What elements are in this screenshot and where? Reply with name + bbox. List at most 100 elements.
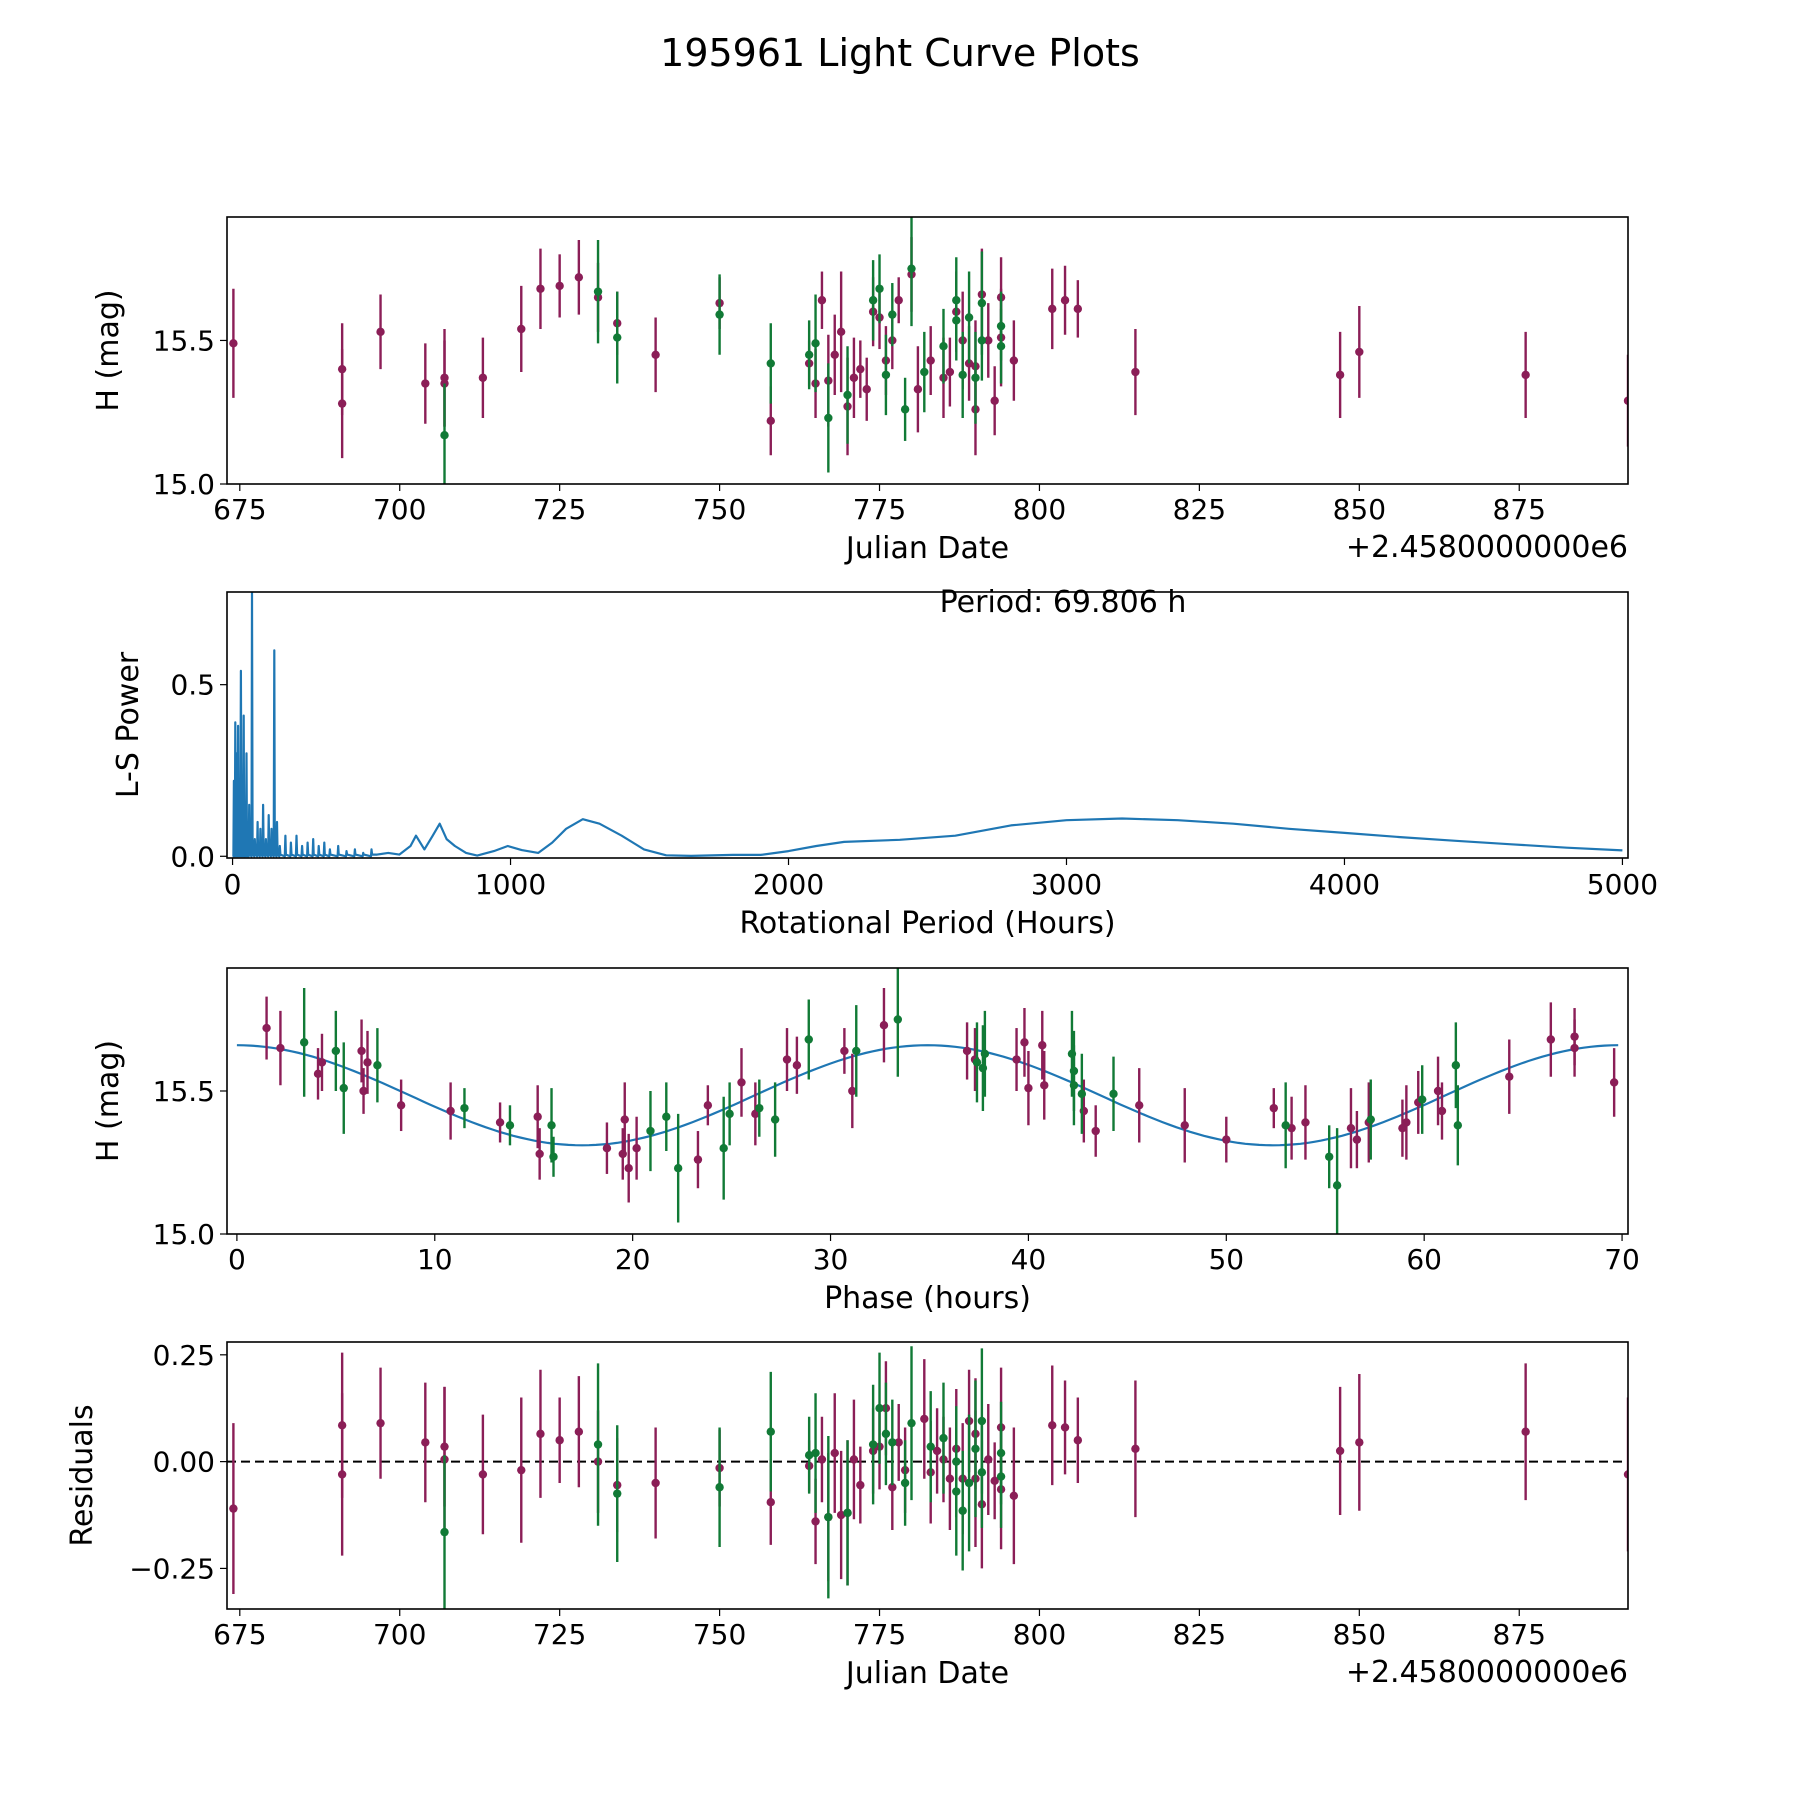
data-point-band_b: [893, 1015, 903, 1024]
data-point-band_b: [1109, 1089, 1118, 1099]
plot-area: [229, 217, 1628, 484]
x-tick-label: 875: [1493, 1618, 1546, 1651]
data-point-band_a: [229, 339, 238, 348]
data-point-band_a: [337, 1470, 347, 1479]
data-point-band_a: [421, 379, 430, 388]
data-point-band_b: [926, 1442, 935, 1451]
plot-area: [227, 1346, 1628, 1609]
data-point-band_a: [1131, 367, 1140, 377]
data-point-band_a: [766, 1498, 775, 1507]
data-point-band_b: [804, 1035, 813, 1044]
x-tick-label: 725: [533, 1618, 586, 1651]
data-point-band_a: [262, 1023, 271, 1033]
plot-frame: [226, 216, 1629, 485]
x-tick-label: 675: [213, 1618, 266, 1651]
data-point-band_b: [339, 1083, 348, 1093]
data-point-band_b: [646, 1126, 655, 1136]
data-point-band_a: [849, 1455, 859, 1464]
data-point-band_b: [939, 341, 948, 351]
data-point-band_b: [613, 1489, 622, 1498]
data-point-band_b: [547, 1121, 556, 1130]
x-tick-label: 850: [1333, 1618, 1386, 1651]
data-point-band_a: [693, 1155, 703, 1164]
data-point-band_a: [1437, 1106, 1447, 1116]
data-point-band_a: [517, 324, 526, 334]
data-point-band_a: [1048, 1421, 1057, 1430]
y-axis-label: Residuals: [65, 1404, 100, 1546]
figure-title: 195961 Light Curve Plots: [660, 31, 1140, 75]
x-tick-label: 825: [1173, 1618, 1226, 1651]
data-point-band_a: [624, 1164, 633, 1173]
x-offset-label: +2.4580000000e6: [1346, 1655, 1628, 1690]
x-tick-label: 750: [693, 1618, 746, 1651]
x-offset-label: +2.4580000000e6: [1346, 530, 1628, 565]
data-point-band_a: [817, 1455, 827, 1464]
y-axis-label: L-S Power: [111, 651, 146, 798]
panel-lightcurve: 675 700 725 750 775 800 825 850 875 15.0 15.5 Julia…: [91, 216, 1629, 566]
data-point-band_b: [952, 1457, 961, 1466]
data-point-band_a: [495, 1118, 505, 1127]
x-tick-label: 60: [1406, 1243, 1442, 1276]
data-point-band_a: [1335, 1446, 1345, 1456]
data-point-band_a: [836, 327, 846, 337]
data-point-band_a: [840, 1046, 849, 1056]
data-point-band_a: [703, 1101, 713, 1110]
data-point-band_a: [1346, 1123, 1356, 1133]
data-point-band_a: [229, 1504, 238, 1513]
x-tick-label: 750: [693, 493, 746, 526]
data-point-band_a: [1180, 1121, 1189, 1130]
data-point-band_a: [879, 1021, 889, 1030]
y-tick-label: 15.0: [153, 1218, 215, 1251]
x-axis-label: Phase (hours): [824, 1281, 1031, 1316]
data-point-band_a: [1020, 1038, 1029, 1047]
power-line: [232, 592, 1623, 858]
data-point-band_b: [1418, 1095, 1427, 1104]
data-point-band_b: [958, 1506, 967, 1515]
data-point-band_b: [900, 405, 910, 414]
data-point-band_a: [1222, 1135, 1231, 1144]
data-point-band_a: [1355, 347, 1364, 357]
data-point-band_b: [593, 1440, 603, 1449]
data-point-band_a: [555, 1436, 564, 1445]
data-point-band_a: [317, 1058, 327, 1067]
data-point-band_a: [894, 296, 903, 305]
data-point-band_b: [881, 370, 891, 380]
x-tick-label: 700: [373, 1618, 426, 1651]
x-tick-label: 725: [533, 493, 586, 526]
data-point-band_a: [1521, 1427, 1530, 1436]
data-point-band_b: [299, 1038, 309, 1047]
x-tick-label: 0: [228, 1243, 246, 1276]
data-point-band_a: [620, 1115, 629, 1124]
y-tick-label: 0.00: [153, 1446, 215, 1479]
data-point-band_a: [1546, 1035, 1556, 1044]
data-point-band_a: [517, 1465, 526, 1475]
data-point-band_a: [862, 385, 871, 394]
data-point-band_a: [574, 1427, 584, 1436]
data-point-band_a: [440, 379, 449, 388]
x-tick-label: 50: [1208, 1243, 1244, 1276]
data-point-band_b: [958, 370, 967, 380]
data-point-band_a: [926, 356, 935, 365]
panel-phased: 0 10 20 30 40 50 60 70 15.0 15.5 Phase (hours) H (m…: [91, 967, 1640, 1316]
data-point-band_a: [555, 281, 564, 291]
data-point-band_b: [1453, 1121, 1463, 1130]
data-point-band_b: [843, 390, 852, 400]
data-point-band_a: [1073, 1436, 1083, 1445]
data-point-band_b: [505, 1121, 515, 1130]
data-point-band_b: [440, 1527, 449, 1537]
x-tick-label: 775: [853, 493, 906, 526]
data-point-band_a: [1623, 396, 1628, 405]
data-point-band_a: [990, 396, 999, 405]
data-point-band_a: [1091, 1126, 1100, 1136]
panel-residuals: 675 700 725 750 775 800 825 850 875 −0.25 0.00 0.25…: [65, 1339, 1629, 1691]
data-point-band_b: [875, 284, 884, 293]
data-point-band_a: [1570, 1032, 1579, 1041]
y-axis-label: H (mag): [91, 1040, 126, 1162]
data-point-band_b: [977, 1468, 987, 1477]
data-point-band_b: [875, 1404, 884, 1413]
x-tick-label: 675: [213, 493, 266, 526]
plot-frame: [226, 967, 1629, 1235]
data-point-band_a: [1355, 1438, 1364, 1447]
data-point-band_b: [1069, 1081, 1079, 1090]
